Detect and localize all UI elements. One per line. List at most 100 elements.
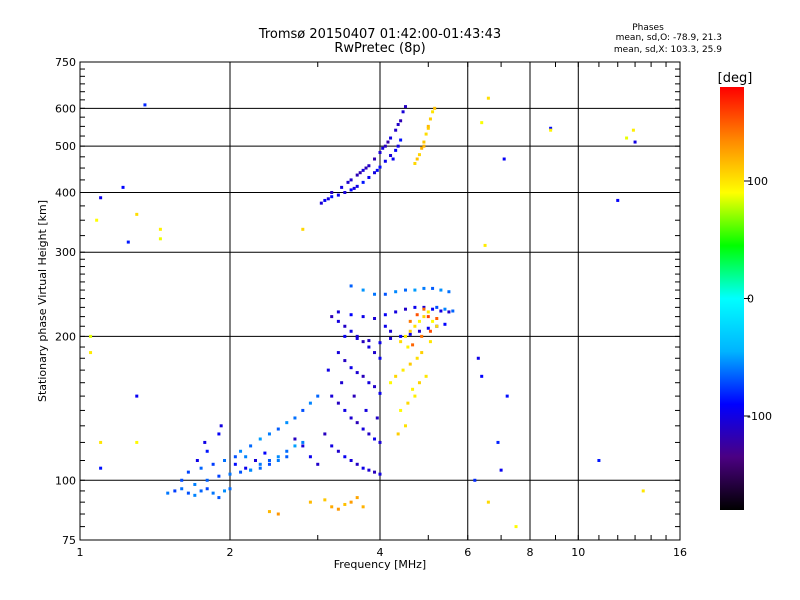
data-point xyxy=(417,153,421,157)
y-tick-label: 600 xyxy=(55,102,76,115)
data-point xyxy=(308,401,312,405)
x-tick-label: 6 xyxy=(464,546,471,559)
data-point xyxy=(403,334,407,338)
data-point xyxy=(323,498,327,502)
data-point xyxy=(258,437,262,441)
data-point xyxy=(343,502,347,506)
y-tick-label: 300 xyxy=(55,246,76,259)
data-point xyxy=(355,371,359,375)
data-point xyxy=(403,307,407,311)
chart-title: Tromsø 20150407 01:42:00-01:43:43 xyxy=(258,27,501,42)
data-point xyxy=(426,326,430,330)
data-point xyxy=(364,166,368,170)
data-point xyxy=(336,193,340,197)
data-point xyxy=(401,368,405,372)
data-point xyxy=(383,324,387,328)
data-point xyxy=(394,374,398,378)
data-point xyxy=(616,198,620,202)
data-point xyxy=(399,334,403,338)
data-point xyxy=(135,212,139,216)
data-point xyxy=(373,470,377,474)
data-point xyxy=(343,455,347,459)
data-point xyxy=(422,140,426,144)
data-point xyxy=(413,394,417,398)
data-point xyxy=(367,175,371,179)
data-point xyxy=(373,351,377,355)
data-point xyxy=(483,243,487,247)
data-point xyxy=(499,468,503,472)
data-point xyxy=(349,178,353,182)
data-points xyxy=(89,96,645,529)
data-point xyxy=(355,334,359,338)
data-point xyxy=(496,440,500,444)
data-point xyxy=(301,444,305,448)
data-point xyxy=(249,444,253,448)
data-point xyxy=(223,458,227,462)
data-point xyxy=(367,381,371,385)
data-point xyxy=(95,218,99,222)
data-point xyxy=(211,462,215,466)
data-point xyxy=(417,381,421,385)
colorbar-gradient xyxy=(720,87,744,510)
plot-frame xyxy=(79,61,681,541)
x-tick-label: 10 xyxy=(571,546,585,559)
data-point xyxy=(361,505,365,509)
data-point xyxy=(417,319,421,323)
x-tick-label: 4 xyxy=(377,546,384,559)
data-point xyxy=(502,157,506,161)
data-point xyxy=(349,329,353,333)
data-point xyxy=(267,458,271,462)
data-point xyxy=(375,168,379,172)
data-point xyxy=(378,440,382,444)
data-point xyxy=(233,462,237,466)
data-point xyxy=(330,505,334,509)
data-point xyxy=(426,315,430,319)
data-point xyxy=(486,96,490,100)
data-point xyxy=(349,366,353,370)
data-point xyxy=(439,309,443,313)
data-point xyxy=(401,110,405,114)
data-point xyxy=(267,462,271,466)
data-point xyxy=(89,334,93,338)
data-point xyxy=(293,437,297,441)
data-point xyxy=(301,440,305,444)
data-point xyxy=(349,416,353,420)
data-point xyxy=(378,150,382,154)
data-point xyxy=(349,500,353,504)
data-point xyxy=(420,146,424,150)
data-point xyxy=(352,186,356,190)
data-point xyxy=(408,319,412,323)
data-point xyxy=(417,329,421,333)
data-point xyxy=(330,190,334,194)
y-tick-label: 750 xyxy=(55,56,76,69)
data-point xyxy=(267,432,271,436)
data-point xyxy=(383,313,387,317)
data-point xyxy=(158,227,162,231)
data-point xyxy=(389,336,393,340)
data-point xyxy=(428,117,432,121)
data-point xyxy=(431,319,435,323)
data-point xyxy=(217,432,221,436)
data-point xyxy=(99,440,103,444)
data-point xyxy=(383,144,387,148)
data-point xyxy=(126,240,130,244)
data-point xyxy=(399,119,403,123)
data-point xyxy=(420,351,424,355)
data-point xyxy=(422,307,426,311)
data-point xyxy=(361,427,365,431)
data-point xyxy=(293,416,297,420)
data-point xyxy=(358,171,362,175)
grid-lines xyxy=(80,62,680,540)
data-point xyxy=(355,184,359,188)
data-point xyxy=(343,334,347,338)
data-point xyxy=(336,310,340,314)
data-point xyxy=(285,449,289,453)
data-point xyxy=(383,292,387,296)
stats-heading: Phases xyxy=(632,23,664,33)
data-point xyxy=(349,284,353,288)
data-point xyxy=(361,168,365,172)
data-point xyxy=(367,432,371,436)
data-point xyxy=(367,164,371,168)
data-point xyxy=(399,408,403,412)
